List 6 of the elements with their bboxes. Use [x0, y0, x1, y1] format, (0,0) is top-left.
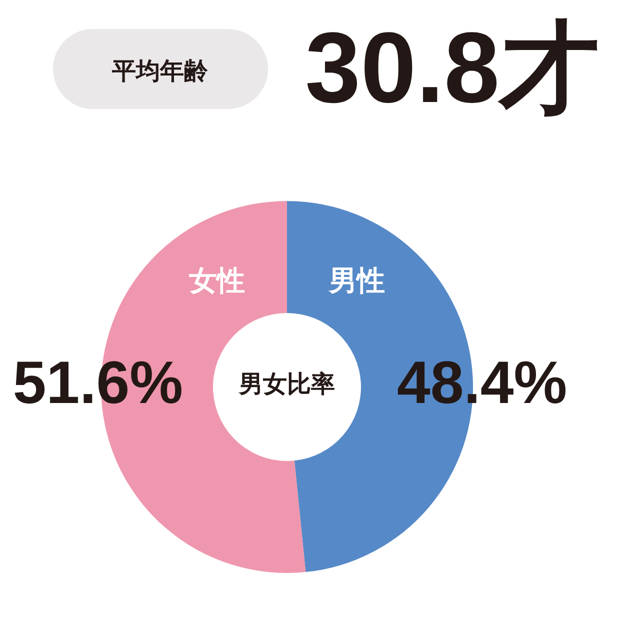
text: 平均年齢	[111, 58, 209, 85]
text: 30.8才	[305, 12, 600, 124]
data-label: 51.6%	[12, 349, 183, 416]
slice-label: 女性	[188, 265, 245, 296]
slice-label: 男性	[328, 265, 385, 296]
text: 男女比率	[238, 371, 335, 398]
